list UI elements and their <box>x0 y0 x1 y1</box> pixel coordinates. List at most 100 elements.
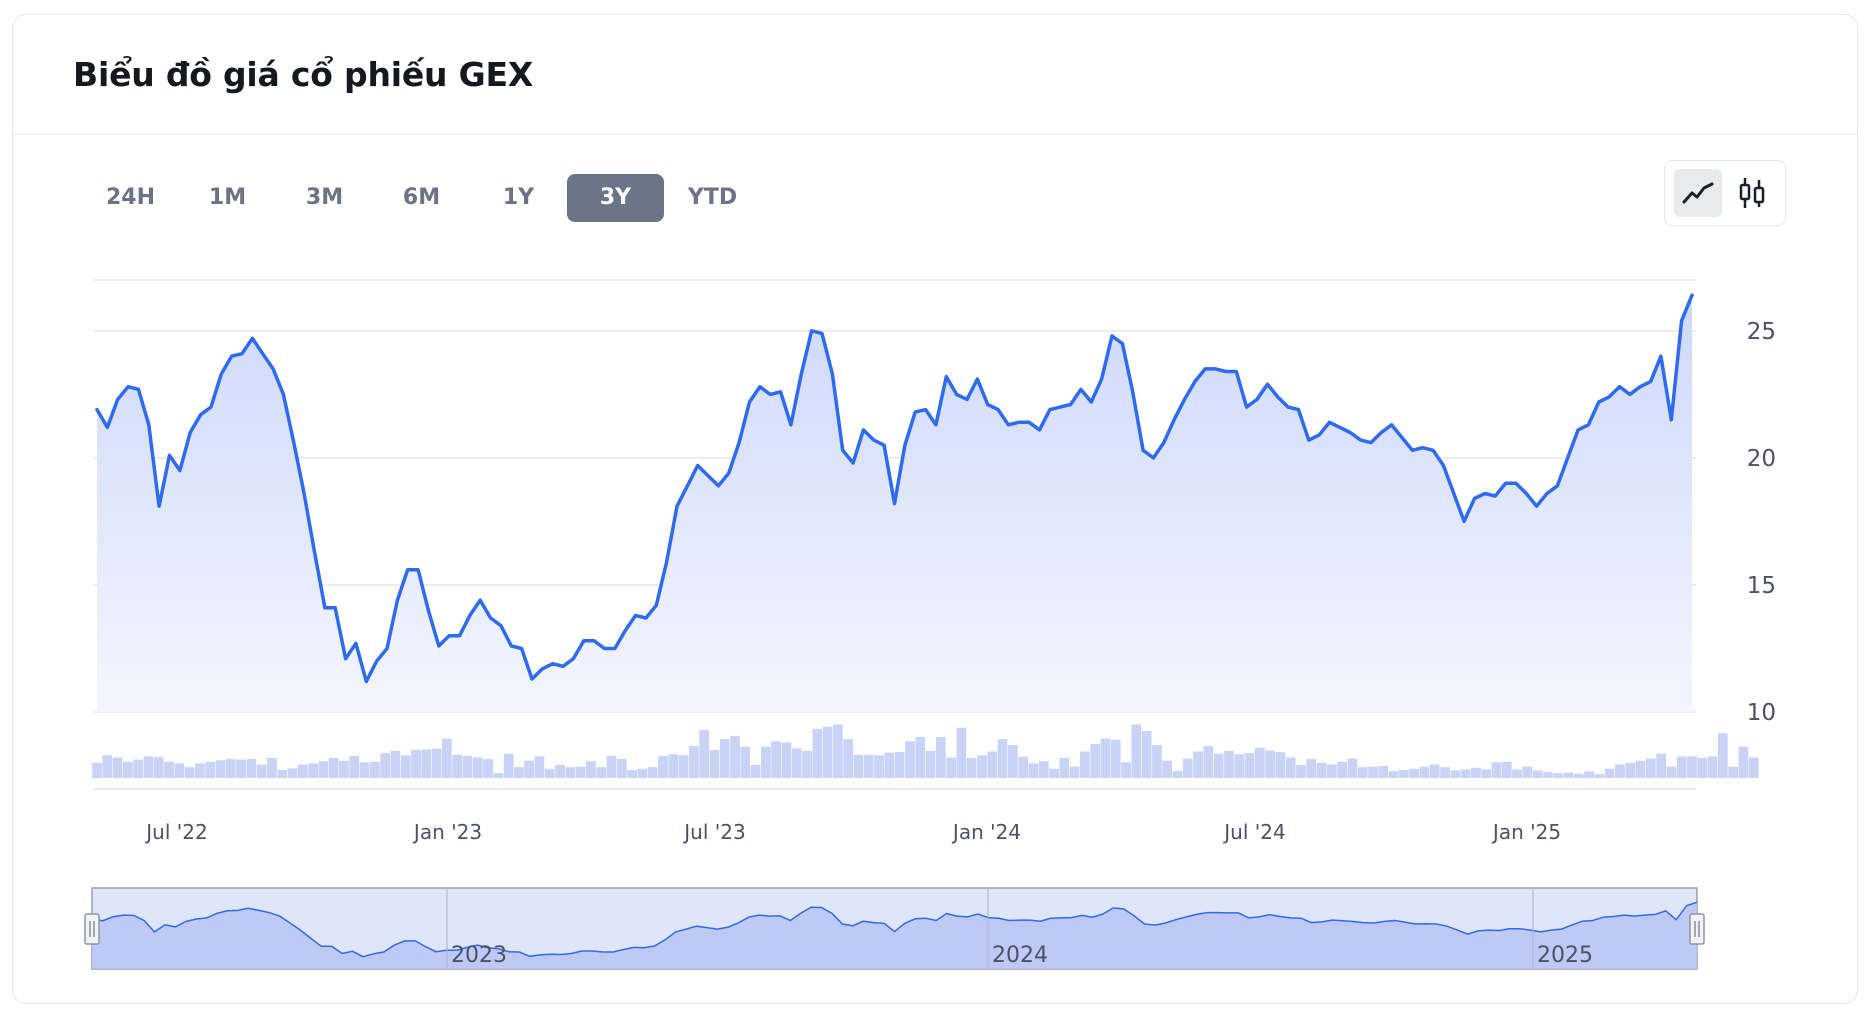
y-tick-label: 25 <box>1747 319 1776 345</box>
volume-bar <box>987 751 998 778</box>
volume-bar <box>174 763 185 778</box>
volume-bar <box>1296 765 1306 778</box>
volume-bar <box>1224 751 1234 778</box>
volume-bar <box>1635 760 1646 778</box>
volume-bar <box>884 752 895 778</box>
range-1y-button[interactable]: 1Y <box>502 185 535 210</box>
volume-bar <box>1213 753 1224 778</box>
volume-bar <box>1697 758 1708 778</box>
volume-bar <box>894 752 905 778</box>
volume-bar <box>1584 771 1594 778</box>
volume-bar <box>1038 761 1049 778</box>
volume-bar <box>1049 768 1059 778</box>
volume-bar <box>699 729 709 778</box>
volume-bar <box>1718 733 1728 778</box>
volume-bar <box>256 764 267 778</box>
range-ytd-button[interactable]: YTD <box>687 185 738 210</box>
y-tick-label: 10 <box>1747 700 1776 726</box>
volume-bar <box>411 749 421 778</box>
volume-bar <box>905 741 915 778</box>
range-3y-button[interactable]: 3Y <box>567 174 664 222</box>
volume-bar <box>339 760 349 778</box>
volume-bar <box>1080 751 1090 778</box>
volume-bar <box>1306 759 1317 778</box>
volume-bar <box>123 761 133 778</box>
volume-bar <box>874 755 884 778</box>
volume-bar <box>1666 766 1677 778</box>
volume-bar <box>1275 752 1286 778</box>
volume-bar <box>575 766 586 778</box>
volume-bar <box>822 726 833 778</box>
navigator-left-handle[interactable] <box>84 913 100 945</box>
range-3m-button[interactable]: 3M <box>305 185 344 210</box>
volume-bar <box>1203 746 1214 778</box>
volume-bar <box>1625 762 1636 778</box>
range-24h-button[interactable]: 24H <box>105 185 156 210</box>
volume-bar <box>863 754 874 778</box>
volume-bar <box>1728 766 1738 778</box>
volume-bar <box>452 754 462 778</box>
volume-bar <box>483 759 493 778</box>
volume-bar <box>647 767 658 778</box>
volume-bar <box>1388 771 1399 778</box>
navigator[interactable]: 2023 2024 2025 <box>84 887 1705 970</box>
volume-bar <box>153 756 164 778</box>
volume-bar <box>730 735 740 778</box>
volume-bar <box>1501 761 1512 778</box>
volume-bar <box>1378 766 1389 778</box>
volume-bar <box>1285 757 1296 778</box>
card-header: Biểu đồ giá cổ phiếu GEX <box>13 15 1857 135</box>
volume-bar <box>287 768 298 778</box>
volume-bar <box>1182 758 1193 778</box>
volume-bar <box>1522 766 1533 778</box>
volume-bar <box>1450 770 1461 778</box>
volume-bar <box>359 762 370 778</box>
volume-bar <box>1440 767 1450 778</box>
volume-bar <box>1327 764 1337 778</box>
volume-bar <box>1244 753 1255 778</box>
line-chart-button[interactable] <box>1674 169 1722 217</box>
volume-bar <box>1316 762 1327 778</box>
volume-bar <box>678 755 689 778</box>
volume-bar <box>1574 773 1584 778</box>
volume-bar <box>503 753 514 778</box>
volume-bar <box>102 755 113 778</box>
volume-bar <box>534 756 545 778</box>
volume-bar <box>1615 764 1625 778</box>
volume-bar <box>1131 724 1142 778</box>
volume-bar <box>246 759 257 778</box>
candlestick-chart-button[interactable] <box>1728 169 1776 217</box>
navigator-tick-label: 2025 <box>1537 943 1593 968</box>
volume-bar <box>956 727 967 778</box>
line-chart-icon <box>1682 182 1714 204</box>
volume-bar <box>802 751 812 778</box>
volume-bar <box>225 759 236 778</box>
volume-bar <box>328 758 339 778</box>
volume-bar <box>1738 746 1749 778</box>
volume-bar <box>1265 750 1275 778</box>
volume-bar <box>1707 756 1718 778</box>
y-tick-label: 15 <box>1747 573 1776 599</box>
volume-bar <box>843 739 853 778</box>
volume-bar <box>370 761 380 778</box>
y-tick-label: 20 <box>1747 446 1776 472</box>
x-tick-label: Jan '24 <box>951 820 1021 844</box>
volume-bar <box>709 749 720 778</box>
volume-bar <box>1687 756 1697 778</box>
candlestick-icon <box>1739 178 1765 208</box>
volume-bar <box>1162 760 1172 778</box>
range-6m-button[interactable]: 6M <box>402 185 441 210</box>
volume-bar <box>1748 757 1759 778</box>
range-1m-button[interactable]: 1M <box>208 185 247 210</box>
volume-bar <box>277 769 288 778</box>
volume-bar <box>544 768 555 778</box>
volume-bar <box>442 738 452 778</box>
volume-bar <box>596 767 607 778</box>
navigator-right-handle[interactable] <box>1689 913 1705 945</box>
volume-bar <box>1553 773 1564 778</box>
x-tick-label: Jan '23 <box>412 820 482 844</box>
x-tick-label: Jul '24 <box>1222 820 1285 844</box>
price-series-line <box>95 293 1694 684</box>
volume-bar <box>1255 747 1265 778</box>
